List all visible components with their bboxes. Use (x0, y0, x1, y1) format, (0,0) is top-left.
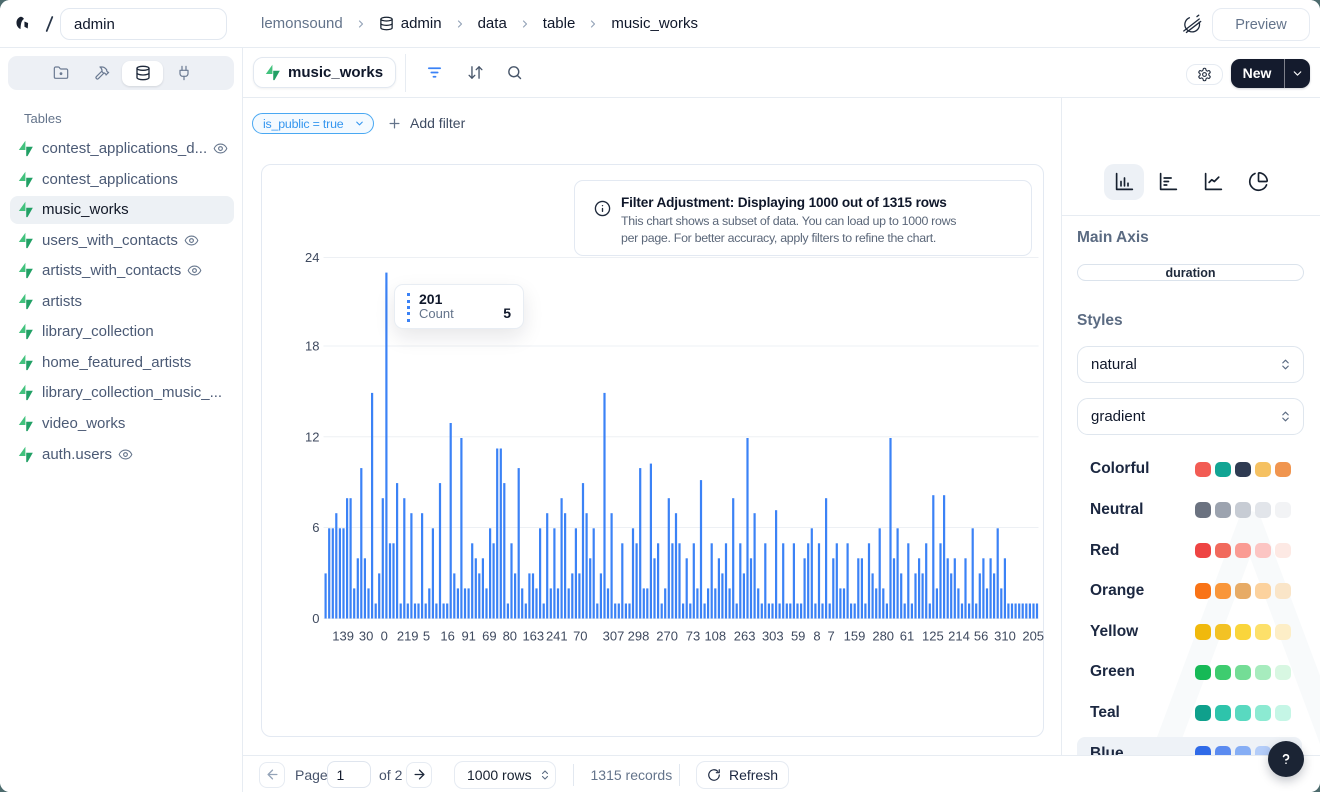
svg-text:91: 91 (461, 628, 475, 643)
svg-text:0: 0 (380, 628, 387, 643)
svg-text:303: 303 (761, 628, 783, 643)
svg-text:307: 307 (602, 628, 624, 643)
svg-text:219: 219 (396, 628, 418, 643)
svg-text:298: 298 (627, 628, 649, 643)
svg-text:263: 263 (733, 628, 755, 643)
svg-text:0: 0 (312, 611, 319, 626)
svg-text:24: 24 (305, 250, 319, 265)
svg-text:214: 214 (948, 628, 970, 643)
svg-text:280: 280 (872, 628, 894, 643)
svg-text:73: 73 (685, 628, 699, 643)
svg-text:310: 310 (994, 628, 1016, 643)
svg-text:241: 241 (545, 628, 567, 643)
svg-text:69: 69 (482, 628, 496, 643)
svg-text:7: 7 (827, 628, 834, 643)
svg-text:125: 125 (922, 628, 944, 643)
svg-text:59: 59 (790, 628, 804, 643)
svg-text:16: 16 (440, 628, 454, 643)
svg-text:139: 139 (332, 628, 354, 643)
svg-text:108: 108 (704, 628, 726, 643)
svg-text:163: 163 (522, 628, 544, 643)
svg-text:80: 80 (502, 628, 516, 643)
svg-text:12: 12 (305, 429, 319, 444)
svg-text:8: 8 (813, 628, 820, 643)
svg-text:56: 56 (973, 628, 987, 643)
svg-text:159: 159 (843, 628, 865, 643)
svg-text:61: 61 (899, 628, 913, 643)
svg-text:270: 270 (656, 628, 678, 643)
svg-text:5: 5 (422, 628, 429, 643)
svg-text:30: 30 (358, 628, 372, 643)
svg-text:18: 18 (305, 338, 319, 353)
svg-text:6: 6 (312, 520, 319, 535)
svg-text:205: 205 (1022, 628, 1044, 643)
svg-text:70: 70 (573, 628, 587, 643)
